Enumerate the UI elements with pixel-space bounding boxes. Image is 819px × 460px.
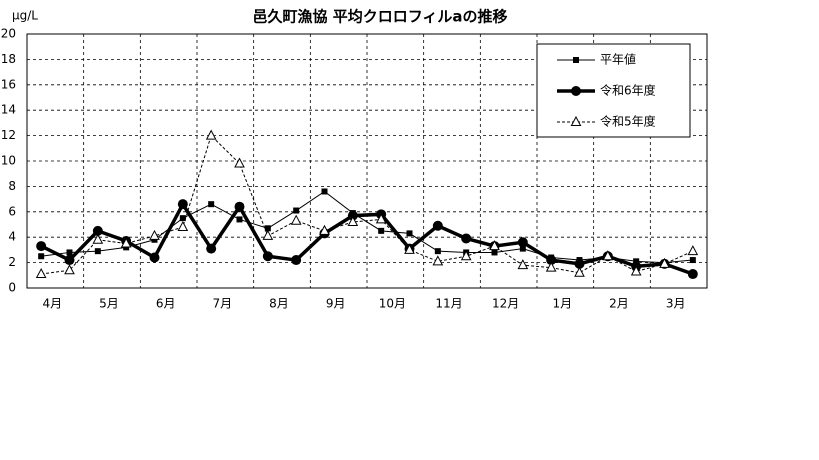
data-point xyxy=(687,269,698,280)
data-point xyxy=(519,245,526,252)
x-tick-label: 1月 xyxy=(553,297,573,311)
data-point xyxy=(66,249,73,256)
data-point xyxy=(177,199,188,210)
x-tick-label: 12月 xyxy=(492,297,519,311)
data-point xyxy=(92,225,103,236)
data-point xyxy=(262,251,273,262)
x-tick-label: 10月 xyxy=(379,297,406,311)
data-point xyxy=(321,188,328,195)
y-axis-label: μg/L xyxy=(12,9,38,23)
y-tick-label: 16 xyxy=(1,77,16,91)
data-point xyxy=(347,215,359,226)
data-point xyxy=(378,227,385,234)
data-point xyxy=(602,250,614,261)
y-tick-label: 12 xyxy=(1,128,16,142)
legend-marker xyxy=(573,57,579,63)
data-point xyxy=(94,248,101,255)
data-point xyxy=(574,258,585,269)
data-point xyxy=(36,241,47,252)
data-point xyxy=(177,220,189,232)
data-point xyxy=(179,215,186,222)
data-point xyxy=(291,255,302,266)
y-tick-label: 2 xyxy=(8,255,16,269)
y-tick-label: 20 xyxy=(1,27,16,41)
data-point xyxy=(236,216,243,223)
series-line xyxy=(41,134,694,275)
data-point xyxy=(630,265,642,276)
y-tick-label: 0 xyxy=(8,281,16,295)
data-point xyxy=(38,253,45,260)
data-point xyxy=(517,259,529,270)
data-point xyxy=(208,201,215,208)
data-point xyxy=(347,210,358,221)
data-point xyxy=(149,252,160,263)
data-point xyxy=(293,207,300,214)
y-tick-label: 6 xyxy=(8,204,16,218)
data-point xyxy=(404,243,415,254)
data-point xyxy=(406,230,413,237)
data-point xyxy=(264,225,271,232)
y-tick-label: 8 xyxy=(8,179,16,193)
y-tick-label: 18 xyxy=(1,52,16,66)
data-point xyxy=(545,261,557,272)
data-point xyxy=(64,264,75,275)
legend-label: 平年値 xyxy=(600,52,636,67)
data-point xyxy=(434,248,441,255)
x-tick-label: 7月 xyxy=(213,297,233,311)
legend-marker xyxy=(571,86,581,96)
x-tick-label: 6月 xyxy=(156,297,176,311)
series-line xyxy=(41,190,693,264)
data-point xyxy=(120,237,132,248)
data-point xyxy=(517,237,528,248)
data-point xyxy=(375,213,387,224)
data-point xyxy=(319,224,330,235)
data-point xyxy=(35,267,47,279)
data-point xyxy=(659,257,670,268)
x-tick-label: 9月 xyxy=(326,297,346,311)
data-point xyxy=(461,233,472,244)
data-point xyxy=(689,257,696,264)
x-tick-label: 11月 xyxy=(435,297,462,311)
data-point xyxy=(234,157,245,168)
x-tick-label: 5月 xyxy=(99,297,119,311)
data-point xyxy=(149,229,160,240)
data-point xyxy=(460,250,472,261)
x-tick-label: 2月 xyxy=(609,297,629,311)
data-point xyxy=(574,266,585,277)
data-point xyxy=(687,245,699,256)
data-point xyxy=(64,255,75,266)
x-tick-label: 4月 xyxy=(43,297,63,311)
legend-label: 令和6年度 xyxy=(600,83,656,98)
chart-title: 邑久町漁協 平均クロロフィルaの推移 xyxy=(252,8,507,26)
data-point xyxy=(262,229,274,240)
x-tick-label: 3月 xyxy=(666,297,686,311)
legend-marker xyxy=(570,115,582,126)
data-point xyxy=(206,243,217,254)
data-point xyxy=(491,249,498,256)
y-tick-label: 4 xyxy=(8,230,16,244)
data-point xyxy=(432,255,444,266)
data-point xyxy=(432,220,443,231)
data-point xyxy=(234,201,245,212)
data-point xyxy=(489,240,500,251)
data-point xyxy=(290,214,302,225)
x-tick-label: 8月 xyxy=(269,297,289,311)
legend-label: 令和5年度 xyxy=(600,114,656,129)
data-point xyxy=(633,258,640,265)
y-tick-label: 10 xyxy=(1,154,16,168)
data-point xyxy=(205,129,217,140)
y-tick-label: 14 xyxy=(1,103,16,117)
data-point xyxy=(92,233,104,244)
data-point xyxy=(546,255,557,266)
